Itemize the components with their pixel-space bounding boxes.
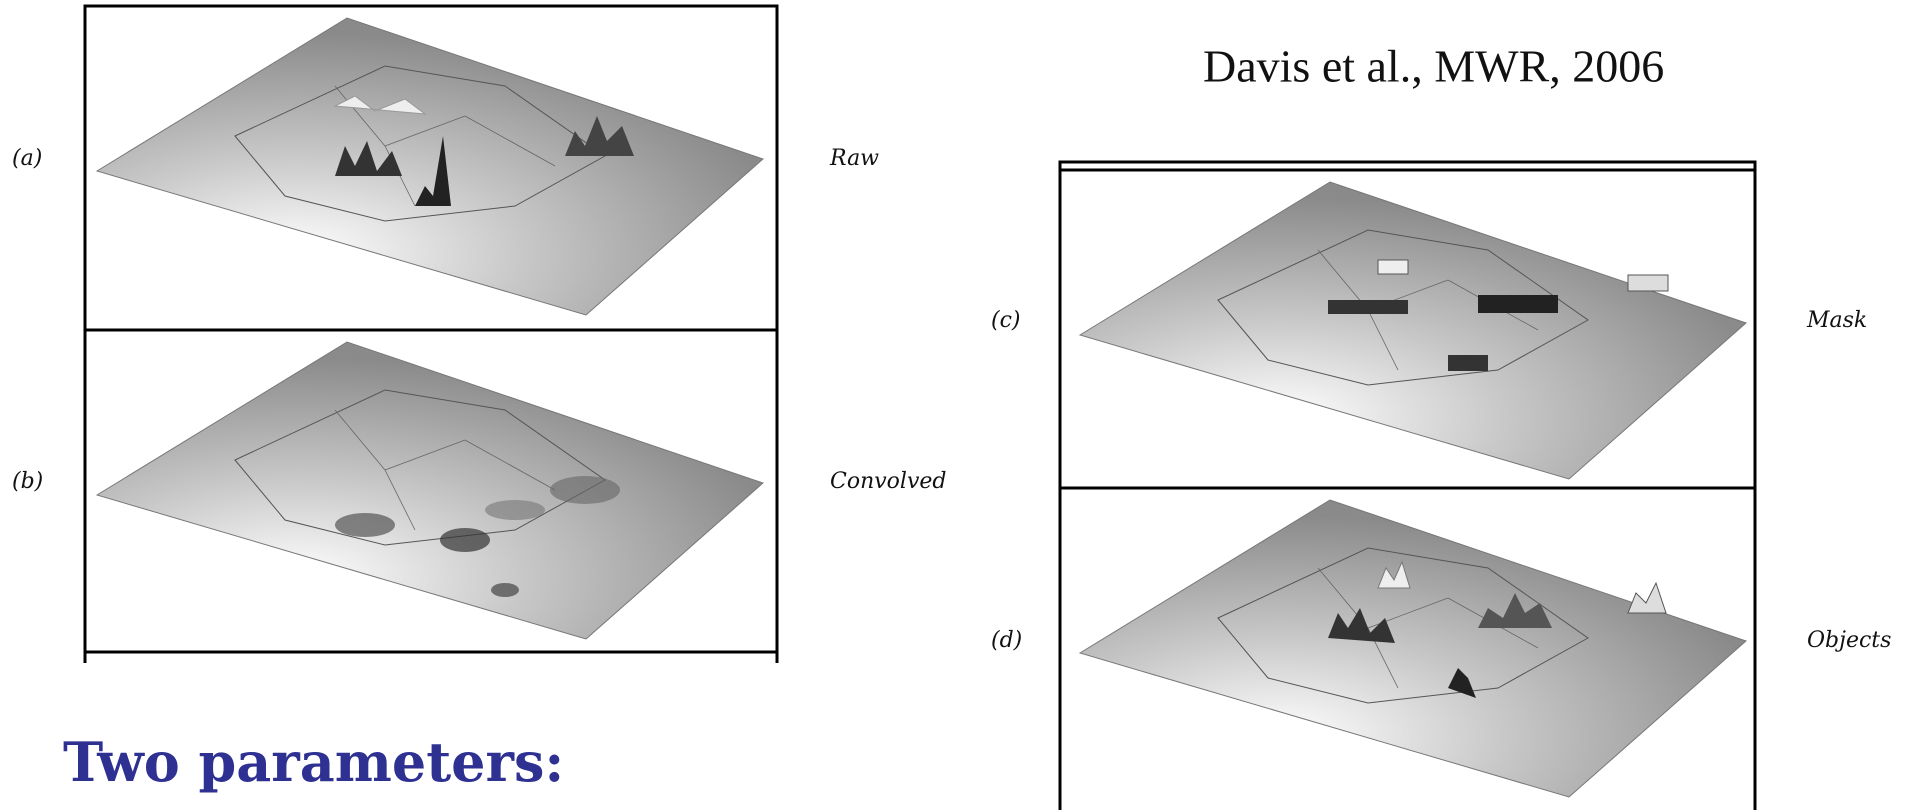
panel-name: Objects [1807, 628, 1891, 653]
map-c [1080, 182, 1746, 479]
citation: Davis et al., MWR, 2006 [1203, 41, 1664, 92]
panel-tag: (d) [991, 628, 1022, 653]
map-d [1080, 500, 1746, 797]
map-b [97, 342, 763, 639]
panel-name: Convolved [830, 469, 947, 494]
panel-name: Raw [829, 146, 879, 171]
right-figure [1060, 162, 1755, 810]
panel-tag: (b) [12, 469, 43, 494]
panel-tag: (a) [12, 146, 42, 171]
slide: Davis et al., MWR, 2006 Two parameters: [0, 0, 1914, 811]
map-a [97, 18, 763, 315]
panel-tag: (c) [991, 308, 1021, 333]
heading: Two parameters: [63, 730, 564, 794]
panel-name: Mask [1806, 308, 1867, 333]
left-figure [85, 6, 777, 663]
